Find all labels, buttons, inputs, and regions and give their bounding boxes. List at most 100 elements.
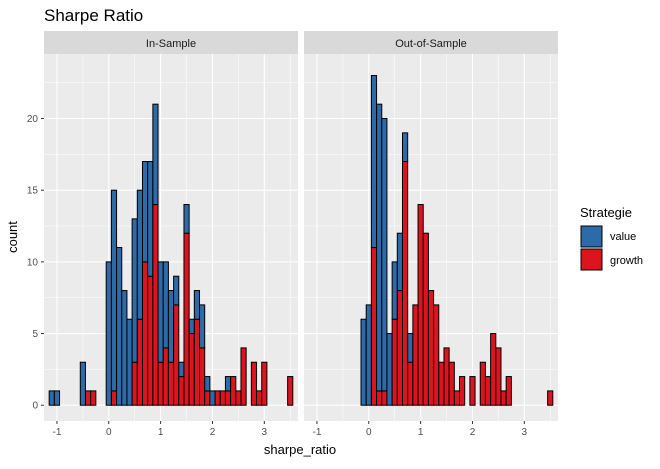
x-axis-title: sharpe_ratio bbox=[264, 442, 336, 457]
bar-value bbox=[360, 318, 367, 406]
bar-value bbox=[407, 333, 414, 363]
bar-growth bbox=[453, 390, 461, 406]
x-tick-label: 2 bbox=[470, 427, 476, 438]
bar-growth bbox=[490, 333, 497, 406]
bars-layer bbox=[360, 75, 554, 406]
y-tick-label: 5 bbox=[32, 329, 38, 340]
y-axis-title: count bbox=[5, 221, 20, 253]
bar-growth bbox=[178, 376, 185, 406]
bar-growth bbox=[412, 304, 419, 406]
bar-value bbox=[79, 361, 86, 406]
bar-growth bbox=[136, 318, 143, 406]
bar-growth bbox=[401, 161, 409, 406]
bar-growth bbox=[391, 318, 398, 406]
x-tick-label: 1 bbox=[418, 427, 424, 438]
bar-growth bbox=[484, 376, 492, 406]
bar-growth bbox=[443, 347, 450, 406]
bar-value bbox=[121, 290, 128, 406]
bar-value bbox=[157, 261, 164, 363]
y-tick-label: 20 bbox=[27, 114, 39, 125]
strip-label: Out-of-Sample bbox=[395, 38, 467, 50]
bar-growth bbox=[204, 390, 211, 406]
strip-label: In-Sample bbox=[146, 38, 196, 50]
strip-background bbox=[44, 31, 298, 54]
bar-value bbox=[141, 161, 149, 263]
x-tick-label: 0 bbox=[366, 427, 372, 438]
bar-growth bbox=[459, 376, 466, 406]
bar-growth bbox=[422, 232, 429, 406]
bar-value bbox=[105, 261, 112, 406]
bar-value bbox=[199, 304, 206, 349]
bar-value bbox=[381, 118, 388, 392]
bar-growth bbox=[287, 376, 294, 406]
y-tick-label: 0 bbox=[32, 401, 38, 412]
x-tick-label: 2 bbox=[210, 427, 216, 438]
bar-growth bbox=[547, 390, 554, 406]
bar-growth bbox=[479, 361, 486, 406]
facet-in-sample: In-Sample bbox=[44, 31, 298, 421]
bar-value bbox=[365, 304, 372, 406]
bar-value bbox=[53, 390, 61, 406]
bar-value bbox=[116, 247, 123, 406]
bar-growth bbox=[417, 204, 424, 406]
x-tick-label: 1 bbox=[158, 427, 164, 438]
bar-growth bbox=[240, 347, 247, 406]
bar-growth bbox=[381, 390, 388, 406]
x-tick-label: -1 bbox=[53, 427, 62, 438]
bar-value bbox=[391, 261, 398, 320]
y-tick-label: 10 bbox=[27, 257, 39, 268]
bar-growth bbox=[90, 390, 97, 406]
bar-growth bbox=[250, 361, 258, 406]
bar-growth bbox=[110, 390, 118, 406]
bar-value bbox=[178, 361, 185, 378]
bar-value bbox=[48, 390, 55, 406]
bar-value bbox=[167, 290, 175, 363]
bar-growth bbox=[495, 347, 502, 406]
bar-growth bbox=[147, 275, 154, 406]
legend-key-growth bbox=[580, 248, 603, 271]
bar-growth bbox=[152, 204, 159, 406]
x-tick-label: -1 bbox=[313, 427, 322, 438]
bar-growth bbox=[396, 290, 403, 406]
bar-growth bbox=[167, 361, 175, 406]
bar-value bbox=[152, 103, 159, 206]
y-axis: 0 5 10 15 20 bbox=[27, 114, 44, 412]
legend-label-growth: growth bbox=[610, 255, 643, 267]
bar-growth bbox=[219, 390, 226, 406]
bar-value bbox=[136, 189, 143, 320]
bar-growth bbox=[469, 376, 476, 406]
bar-growth bbox=[438, 361, 445, 406]
bar-value bbox=[147, 161, 154, 277]
x-axis-in-sample: -1 0 1 2 3 bbox=[53, 421, 268, 438]
bar-value bbox=[188, 318, 195, 335]
bar-value bbox=[126, 318, 133, 406]
bar-value bbox=[162, 261, 169, 349]
bar-growth bbox=[427, 290, 435, 406]
bar-value bbox=[110, 189, 118, 392]
bar-growth bbox=[376, 390, 383, 406]
bar-growth bbox=[407, 361, 414, 406]
bar-growth bbox=[199, 347, 206, 406]
bar-value bbox=[209, 390, 216, 406]
legend: Strategie value growth bbox=[580, 205, 643, 271]
bar-growth bbox=[173, 304, 180, 406]
chart-title: Sharpe Ratio bbox=[44, 6, 143, 25]
legend-label-value: value bbox=[610, 231, 636, 243]
bar-growth bbox=[505, 376, 512, 406]
bar-growth bbox=[162, 347, 169, 406]
bar-growth bbox=[214, 390, 221, 406]
bar-growth bbox=[183, 232, 190, 406]
bar-value bbox=[224, 376, 232, 392]
bar-growth bbox=[448, 361, 455, 406]
x-axis-out-of-sample: -1 0 1 2 3 bbox=[313, 421, 528, 438]
bar-growth bbox=[157, 361, 164, 406]
legend-key-value bbox=[580, 225, 603, 248]
bar-growth bbox=[188, 333, 195, 406]
bar-value bbox=[386, 333, 393, 406]
bar-value bbox=[401, 132, 409, 163]
bar-value bbox=[370, 75, 378, 249]
bar-value bbox=[183, 204, 190, 234]
bar-growth bbox=[84, 390, 92, 406]
bar-value bbox=[193, 290, 201, 320]
